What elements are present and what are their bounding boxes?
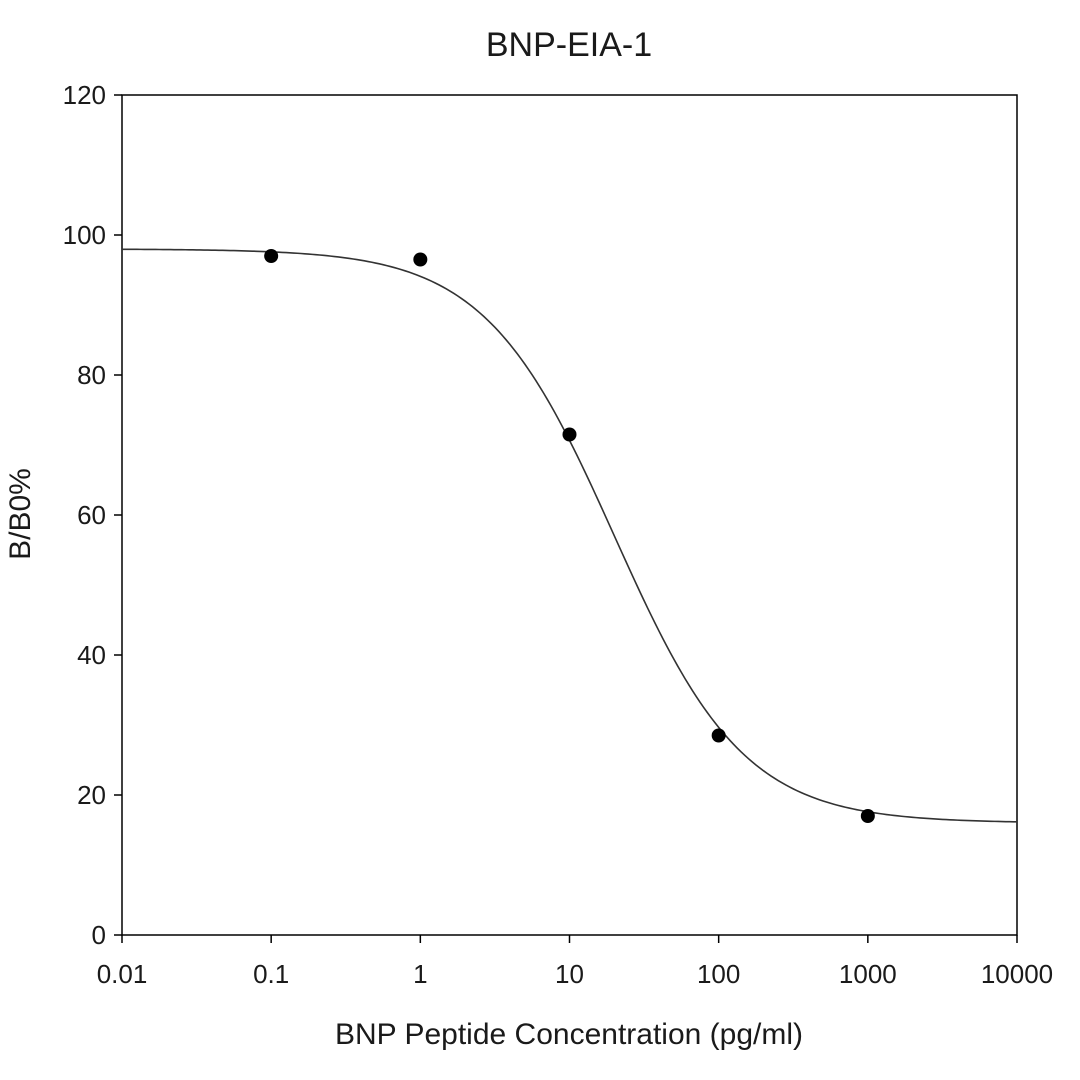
data-point [860,809,875,823]
y-tick-label: 40 [77,640,106,670]
y-tick-label: 100 [63,220,106,250]
fit-curve [121,248,1018,823]
x-tick-label: 0.01 [97,959,148,989]
y-tick-label: 60 [77,500,106,530]
y-axis-label: B/B0% [4,468,37,560]
plot-area: 0 20 40 60 80 100 120 0.01 0.1 1 10 100 1000 10000 [63,80,1054,989]
y-tick-label: 20 [77,780,106,810]
plot-frame [121,94,1018,936]
x-tick-label: 10 [555,959,584,989]
x-tick-label: 10000 [981,959,1053,989]
data-point [264,249,279,263]
data-point [413,252,428,267]
chart-title: BNP-EIA-1 [486,26,652,64]
x-tick-label: 1 [413,959,427,989]
x-axis-label: BNP Peptide Concentration (pg/ml) [335,1018,803,1051]
x-tick-label: 100 [697,959,740,989]
x-tick-label: 1000 [839,959,897,989]
data-point [711,728,726,743]
data-point [562,427,577,442]
y-tick-label: 80 [77,360,106,390]
x-tick-label: 0.1 [253,959,289,989]
y-tick-label: 120 [63,80,106,110]
y-tick-label: 0 [92,920,106,950]
